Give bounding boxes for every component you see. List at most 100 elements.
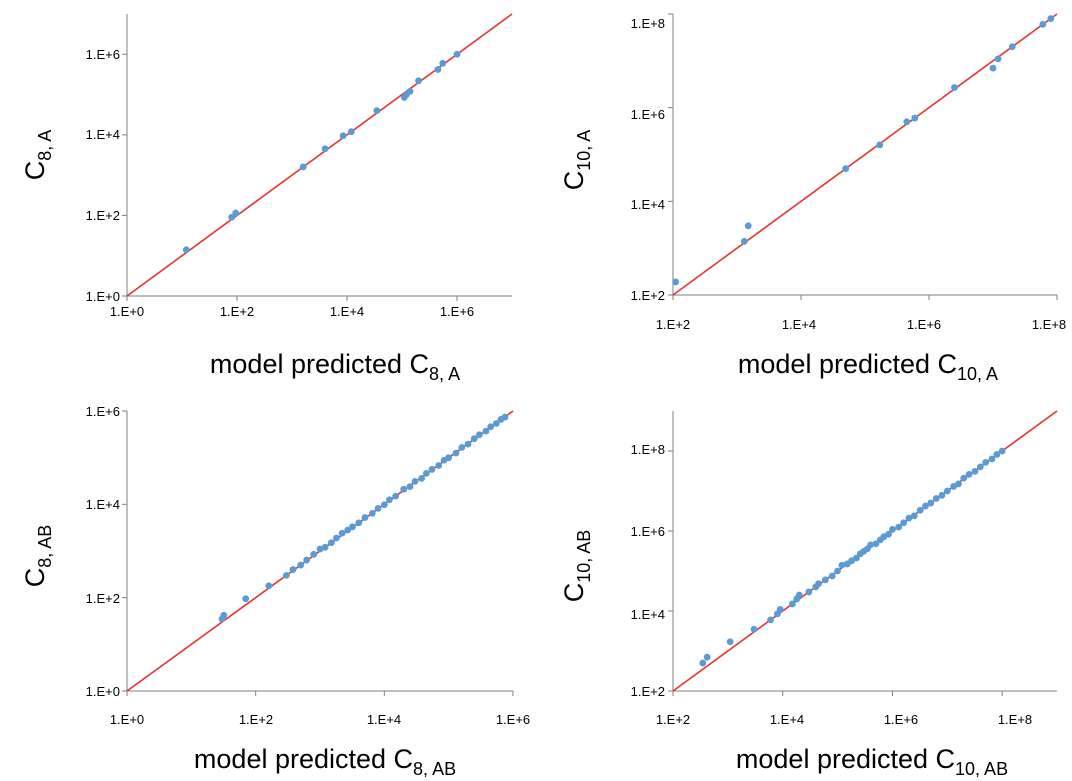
- data-point: [321, 145, 329, 153]
- x-axis-title-main: model predicted C: [194, 744, 413, 774]
- y-axis-title: C8, AB: [20, 525, 55, 588]
- y-tick-label: 1.E+8: [631, 442, 665, 457]
- y-tick-label: 1.E+0: [86, 289, 120, 304]
- data-point: [988, 455, 996, 463]
- y-axis-title-main: C: [20, 568, 50, 588]
- data-point: [282, 572, 290, 579]
- data-point: [327, 539, 335, 547]
- data-point: [458, 444, 466, 451]
- data-point: [386, 496, 393, 504]
- y-tick-label: 1.E+8: [631, 16, 665, 31]
- data-point: [776, 605, 784, 613]
- x-tick-label: 1.E+4: [782, 317, 816, 332]
- data-point: [289, 566, 297, 573]
- y-axis-title: C10, A: [559, 130, 594, 191]
- x-axis-title-main: model predicted C: [210, 349, 429, 379]
- data-point: [965, 471, 973, 478]
- data-points: [218, 413, 509, 623]
- data-point: [834, 567, 841, 575]
- chart-c8ab: 1.E+0 1.E+2 1.E+4 1.E+6 1.E+0 1.E+2 1.E+…: [20, 404, 530, 779]
- data-points: [672, 15, 1055, 286]
- data-point: [1008, 43, 1016, 51]
- y-tick-label: 1.E+0: [86, 684, 120, 699]
- data-point: [470, 435, 478, 443]
- data-point: [1039, 20, 1047, 28]
- data-point: [955, 480, 962, 488]
- data-point: [439, 59, 447, 67]
- data-point: [910, 512, 918, 520]
- x-tick-label: 1.E+6: [907, 317, 941, 332]
- x-tick-label: 1.E+8: [998, 712, 1032, 727]
- y-axis-title-main: C: [20, 161, 50, 181]
- data-point: [339, 132, 347, 140]
- x-axis-title: model predicted C10, A: [738, 349, 998, 384]
- data-point: [435, 462, 443, 469]
- y-tick-label: 1.E+6: [86, 47, 120, 62]
- x-tick-label: 1.E+0: [110, 304, 144, 319]
- data-point: [303, 556, 311, 564]
- data-point: [415, 77, 422, 85]
- data-point: [400, 485, 408, 493]
- data-point: [1047, 15, 1055, 22]
- y-tick-label: 1.E+2: [631, 288, 665, 303]
- data-point: [310, 550, 318, 558]
- y-tick-label: 1.E+2: [86, 591, 120, 606]
- data-point: [492, 420, 500, 427]
- data-point: [406, 87, 414, 95]
- data-point: [903, 118, 911, 126]
- data-point: [452, 449, 460, 457]
- data-point: [927, 499, 935, 507]
- data-point: [374, 504, 382, 512]
- data-points: [699, 447, 1006, 667]
- x-axis-title-main: model predicted C: [736, 744, 955, 774]
- x-axis-title-sub: 10, A: [957, 364, 998, 384]
- data-point: [900, 519, 908, 527]
- data-point: [418, 474, 426, 482]
- y-axis-title-sub: 8, A: [35, 130, 55, 161]
- x-tick-label: 1.E+2: [656, 317, 690, 332]
- x-axis-title: model predicted C10, AB: [736, 744, 1008, 779]
- y-tick-label: 1.E+2: [631, 684, 665, 699]
- data-point: [852, 554, 860, 562]
- data-point: [699, 659, 707, 667]
- chart-c10ab: 1.E+2 1.E+4 1.E+6 1.E+8 1.E+2 1.E+4 1.E+…: [559, 410, 1058, 779]
- y-tick-label: 1.E+6: [631, 524, 665, 539]
- data-point: [349, 523, 356, 531]
- data-point: [815, 580, 822, 588]
- x-axis-title-main: model predicted C: [738, 349, 957, 379]
- data-point: [993, 451, 1001, 458]
- x-axis-title-sub: 8, AB: [413, 759, 456, 779]
- data-point: [885, 530, 892, 538]
- data-point: [232, 209, 240, 217]
- data-point: [905, 514, 913, 522]
- data-point: [333, 534, 340, 542]
- y-tick-label: 1.E+4: [86, 497, 120, 512]
- data-point: [487, 423, 495, 431]
- data-point: [355, 519, 363, 527]
- data-point: [242, 595, 250, 603]
- chart-c8a: 1.E+0 1.E+2 1.E+4 1.E+6 1.E+0 1.E+2 1.E+…: [20, 13, 513, 384]
- data-point: [982, 458, 990, 466]
- data-point: [822, 576, 829, 584]
- x-axis-title: model predicted C8, AB: [194, 744, 456, 779]
- data-point: [422, 470, 430, 477]
- x-tick-label: 1.E+4: [330, 304, 364, 319]
- data-point: [299, 163, 307, 171]
- data-point: [726, 638, 734, 646]
- x-tick-label: 1.E+2: [239, 712, 273, 727]
- data-point: [672, 278, 680, 286]
- data-point: [750, 625, 758, 633]
- data-point: [744, 222, 752, 230]
- data-point: [475, 431, 483, 439]
- data-point: [347, 128, 355, 136]
- data-point: [943, 487, 951, 495]
- y-axis-title-sub: 8, AB: [35, 525, 55, 568]
- x-tick-label: 1.E+4: [367, 712, 401, 727]
- data-point: [938, 491, 946, 499]
- y-axis-title-sub: 10, A: [574, 130, 594, 171]
- data-point: [228, 213, 236, 221]
- data-point: [373, 107, 381, 115]
- identity-line: [672, 13, 1058, 296]
- data-point: [788, 600, 796, 608]
- y-tick-label: 1.E+4: [86, 127, 120, 142]
